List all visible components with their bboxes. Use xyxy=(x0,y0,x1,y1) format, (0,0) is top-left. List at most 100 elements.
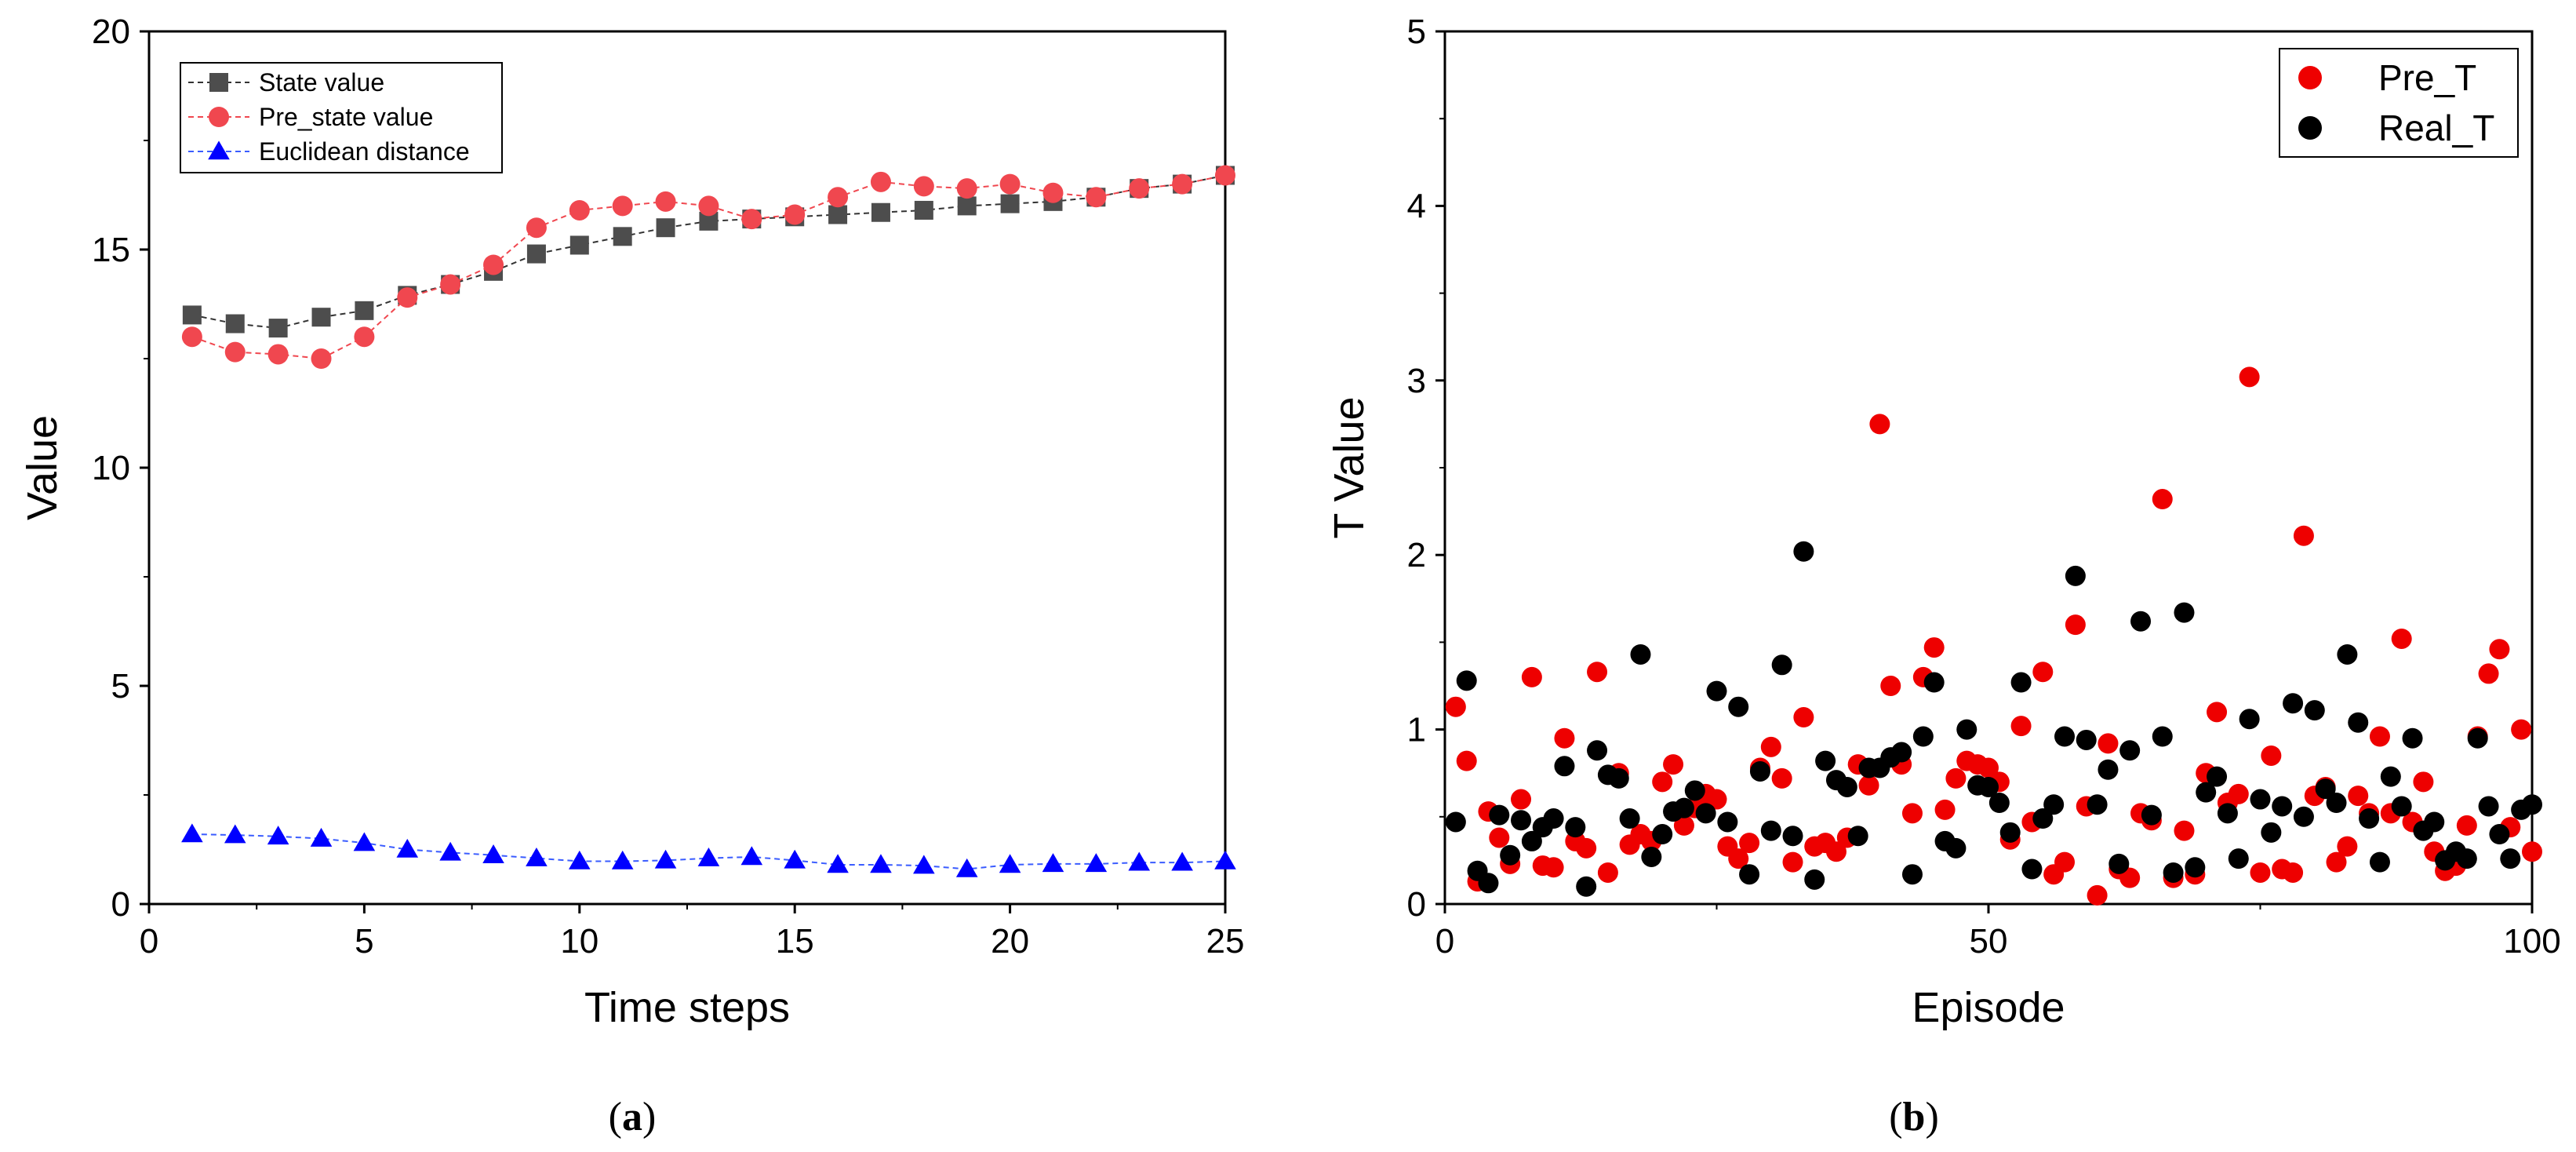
data-point xyxy=(2522,794,2542,815)
legend-label: Real_T xyxy=(2378,108,2494,148)
data-point xyxy=(2337,643,2358,665)
data-point xyxy=(1771,767,1792,789)
data-point xyxy=(1511,810,1532,831)
legend-marker-circle xyxy=(2298,66,2322,89)
data-point xyxy=(2359,808,2380,829)
data-point xyxy=(2141,804,2162,826)
data-point xyxy=(1728,696,1749,717)
data-point xyxy=(613,227,632,246)
data-point xyxy=(827,854,849,873)
data-point xyxy=(2196,782,2217,803)
data-point xyxy=(999,854,1021,873)
data-point xyxy=(2054,726,2076,747)
data-point xyxy=(784,204,806,225)
chart-a: 0 5 10 15 20 25 0 5 10 15 20 Time steps Value State v… xyxy=(19,13,1244,1031)
data-point xyxy=(2424,811,2445,833)
data-point xyxy=(2119,867,2141,888)
legend-marker-circle xyxy=(2298,116,2322,140)
data-point xyxy=(1565,817,1586,838)
y-tick-label: 2 xyxy=(1407,536,1426,574)
data-point xyxy=(1978,776,1999,797)
data-point xyxy=(612,195,633,217)
data-point xyxy=(2185,857,2206,878)
data-point xyxy=(1847,826,1868,847)
legend-label: State value xyxy=(259,68,384,97)
data-point xyxy=(2032,808,2054,829)
data-point xyxy=(2032,662,2054,683)
x-tick-label: 15 xyxy=(776,922,814,961)
data-point xyxy=(439,841,461,861)
y-tick-label: 5 xyxy=(111,667,130,705)
data-point xyxy=(2326,793,2347,814)
data-point xyxy=(611,850,634,869)
data-point xyxy=(1597,862,1618,883)
data-point xyxy=(267,344,289,365)
data-point xyxy=(828,205,848,224)
data-point xyxy=(526,217,547,239)
data-point xyxy=(1215,165,1235,186)
data-point xyxy=(1912,726,1934,747)
data-point xyxy=(526,847,548,866)
data-point xyxy=(2076,729,2097,750)
data-point xyxy=(397,287,418,308)
data-point xyxy=(2456,815,2477,836)
data-point xyxy=(2217,803,2238,824)
data-point xyxy=(1804,869,1825,890)
caption-b: (b) xyxy=(1889,1095,1939,1139)
data-point xyxy=(2207,766,2228,787)
data-point xyxy=(1999,822,2021,843)
data-point xyxy=(182,305,202,325)
data-point xyxy=(1042,182,1064,203)
x-tick-label: 20 xyxy=(991,922,1029,961)
data-point xyxy=(2054,851,2076,873)
data-point xyxy=(2478,796,2499,817)
data-point xyxy=(1489,827,1510,848)
x-tick-label: 0 xyxy=(1435,922,1454,961)
data-point xyxy=(2304,700,2325,721)
data-point xyxy=(1945,767,1967,789)
data-point xyxy=(1445,696,1466,717)
data-point xyxy=(2489,639,2510,660)
data-point xyxy=(1511,789,1532,810)
legend-marker-circle xyxy=(209,107,229,127)
data-point xyxy=(2326,851,2347,873)
data-point xyxy=(697,847,720,866)
data-point xyxy=(999,173,1021,195)
data-point xyxy=(1214,850,1236,869)
data-point xyxy=(2130,611,2152,632)
data-point xyxy=(1576,837,1597,859)
data-point xyxy=(2207,702,2228,723)
data-point xyxy=(1749,760,1770,782)
data-point xyxy=(2087,884,2108,906)
data-point xyxy=(2119,740,2141,761)
data-point xyxy=(654,849,677,869)
data-point xyxy=(955,858,978,877)
data-point xyxy=(1923,637,1945,658)
data-point xyxy=(483,254,504,275)
data-point xyxy=(1858,775,1879,796)
data-point xyxy=(482,844,504,863)
data-point xyxy=(1923,672,1945,693)
series-real-t xyxy=(1445,541,2542,897)
x-tick-label: 0 xyxy=(140,922,158,961)
caption-a: (a) xyxy=(609,1095,657,1139)
data-point xyxy=(2239,366,2260,388)
data-point xyxy=(1815,750,1836,771)
data-point xyxy=(1869,414,1890,435)
data-point xyxy=(2087,794,2108,815)
data-point xyxy=(2174,820,2195,841)
data-point xyxy=(569,199,590,221)
data-point xyxy=(1760,820,1781,841)
y-tick-label: 3 xyxy=(1407,362,1426,400)
data-point xyxy=(1891,742,1912,763)
data-point xyxy=(913,855,935,874)
series-pre-t xyxy=(1445,366,2542,906)
data-point xyxy=(2511,719,2532,740)
data-point xyxy=(1521,830,1542,851)
data-point xyxy=(1695,803,1716,824)
data-point xyxy=(2522,841,2542,862)
data-point xyxy=(1782,826,1803,847)
data-point xyxy=(1978,757,1999,778)
data-point xyxy=(1880,676,1901,696)
data-point xyxy=(1684,780,1705,801)
